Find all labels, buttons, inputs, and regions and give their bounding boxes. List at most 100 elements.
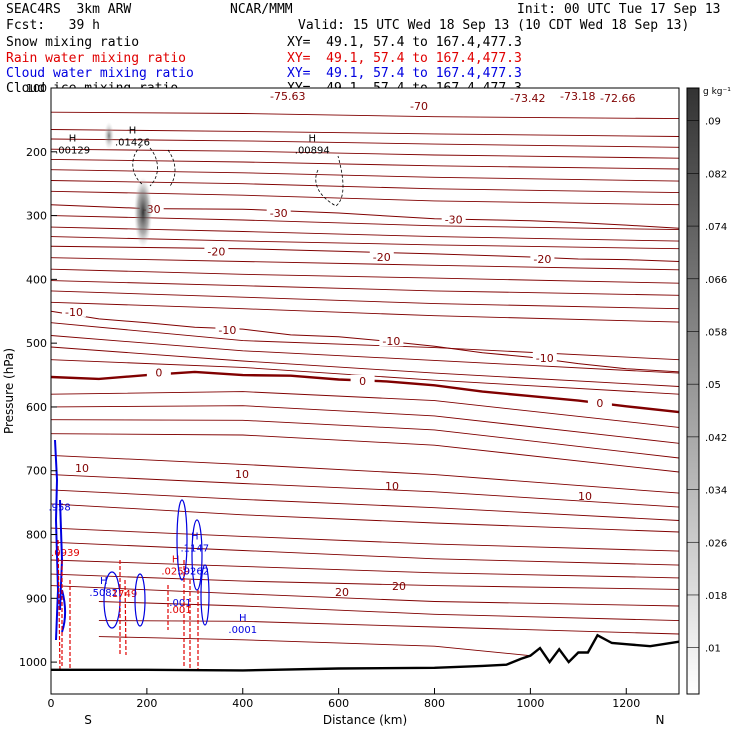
isotherm-label: 0 (596, 397, 603, 410)
x-tick-label: 200 (136, 697, 157, 710)
cloud-ice-contour (132, 145, 176, 187)
init-time: Init: 00 UTC Tue 17 Sep 13 (517, 2, 721, 17)
isotherm-label: -10 (536, 352, 554, 365)
isotherm-label: -30 (270, 207, 288, 220)
model-name: SEAC4RS 3km ARW (6, 2, 132, 17)
x-tick-label: 600 (328, 697, 349, 710)
maximum-value: .001 (169, 598, 191, 609)
colorbar-label: .034 (705, 486, 727, 497)
maximum-value: .01426 (115, 137, 150, 148)
maximum-value: .001 (169, 605, 191, 616)
isotherm-label-bg (266, 207, 291, 219)
cloud-water-contour (191, 519, 203, 591)
maximum-marker: H (129, 125, 137, 136)
isotherm-label: -10 (65, 306, 83, 319)
isotherm-label-bg (204, 245, 229, 257)
colorbar-label: .018 (705, 591, 727, 602)
colorbar (686, 87, 700, 695)
isotherm-label-bg (379, 335, 404, 347)
cloud-water-contour (200, 564, 210, 626)
isotherm-label: -20 (533, 253, 551, 266)
isotherm-label: 0 (359, 375, 366, 388)
field-name-snow: Snow mixing ratio (6, 35, 140, 50)
isotherm-line (98, 636, 531, 657)
center-name: NCAR/MMM (230, 2, 293, 17)
endpoint-right-label: N (656, 713, 665, 727)
colorbar-label: .066 (705, 275, 727, 286)
plot-frame (50, 87, 680, 695)
forecast-hour: Fcst: 39 h (6, 18, 100, 33)
isotherm-label: 20 (392, 580, 406, 593)
x-tick-label: 1000 (516, 697, 544, 710)
isotherm-label: -20 (207, 245, 225, 258)
isotherm-label-bg (530, 252, 555, 264)
isotherm-line (50, 503, 680, 533)
isotherm-label-bg (369, 251, 394, 263)
x-tick-label: 400 (232, 697, 253, 710)
colorbar-unit: g kg⁻¹ (703, 87, 731, 97)
isotherm-line (98, 601, 680, 622)
cloud-water-contour (134, 573, 146, 627)
isotherm-label: 10 (235, 468, 249, 481)
top-temperature-label: -75.63 (270, 90, 305, 103)
y-tick-label: 1000 (19, 656, 47, 669)
valid-time: Valid: 15 UTC Wed 18 Sep 13 (10 CDT Wed … (298, 18, 690, 33)
isotherm-label: 10 (578, 490, 592, 503)
isotherm-line--20 (50, 245, 680, 262)
isotherm-label: -10 (218, 324, 236, 337)
colorbar-label: .026 (705, 538, 727, 549)
y-axis-title: Pressure (hPa) (2, 348, 16, 434)
y-tick-label: 600 (26, 401, 47, 414)
isotherm-line (50, 158, 680, 170)
plot-area (51, 88, 679, 694)
maximum-marker: H (100, 576, 108, 587)
field-name-rain: Rain water mixing ratio (6, 51, 187, 66)
y-tick-label: 500 (26, 337, 47, 350)
isotherm-line (50, 335, 680, 374)
top-temperature-label: -73.18 (560, 90, 595, 103)
isotherm-line (50, 585, 680, 607)
colorbar-label: .01 (705, 644, 721, 655)
cloud-water-contour (61, 589, 66, 633)
isotherm-line (50, 474, 680, 508)
field-xy-snow: XY= 49.1, 57.4 to 167.4,477.3 (287, 35, 522, 50)
isotherm-line (50, 129, 680, 137)
y-tick-label: 700 (26, 465, 47, 478)
maximum-value: .00129 (55, 146, 90, 157)
isotherm-label-bg (587, 397, 612, 409)
isotherm-line (50, 559, 680, 579)
isotherm-label-bg (215, 323, 240, 335)
isotherm-line (50, 359, 680, 395)
y-tick-label: 300 (26, 210, 47, 223)
endpoint-left-label: S (84, 713, 92, 727)
cloud-water-contour (54, 439, 60, 641)
colorbar-label: .074 (705, 222, 727, 233)
maximum-value: .0259 (161, 567, 190, 578)
isotherm-line (50, 290, 680, 310)
colorbar-label: .058 (705, 327, 727, 338)
rain-contour (57, 539, 61, 671)
maximum-value: .00894 (295, 146, 330, 157)
y-tick-label: 200 (26, 146, 47, 159)
isotherm-line (50, 169, 680, 182)
y-tick-label: 800 (26, 529, 47, 542)
rain-contour (124, 579, 127, 656)
isotherm-label: -10 (382, 335, 400, 348)
y-tick-label: 900 (26, 592, 47, 605)
isotherm-label: -20 (373, 251, 391, 264)
isotherm-line (50, 148, 680, 159)
field-name-cloud-water: Cloud water mixing ratio (6, 66, 194, 81)
field-xy-cloud-water: XY= 49.1, 57.4 to 167.4,477.3 (287, 66, 522, 81)
maximum-value: .0001 (228, 625, 257, 636)
maximum-marker: H (191, 532, 199, 543)
maximum-marker: H (309, 134, 317, 145)
terrain-line (51, 633, 680, 672)
colorbar-label: .05 (705, 380, 721, 391)
top-temperature-label: -72.66 (600, 92, 635, 105)
maximum-marker: H (239, 613, 247, 624)
isotherm-label: -30 (445, 213, 463, 226)
isotherm-line (50, 257, 680, 271)
isotherm-line (50, 405, 680, 444)
isotherm-label: 0 (155, 367, 162, 380)
